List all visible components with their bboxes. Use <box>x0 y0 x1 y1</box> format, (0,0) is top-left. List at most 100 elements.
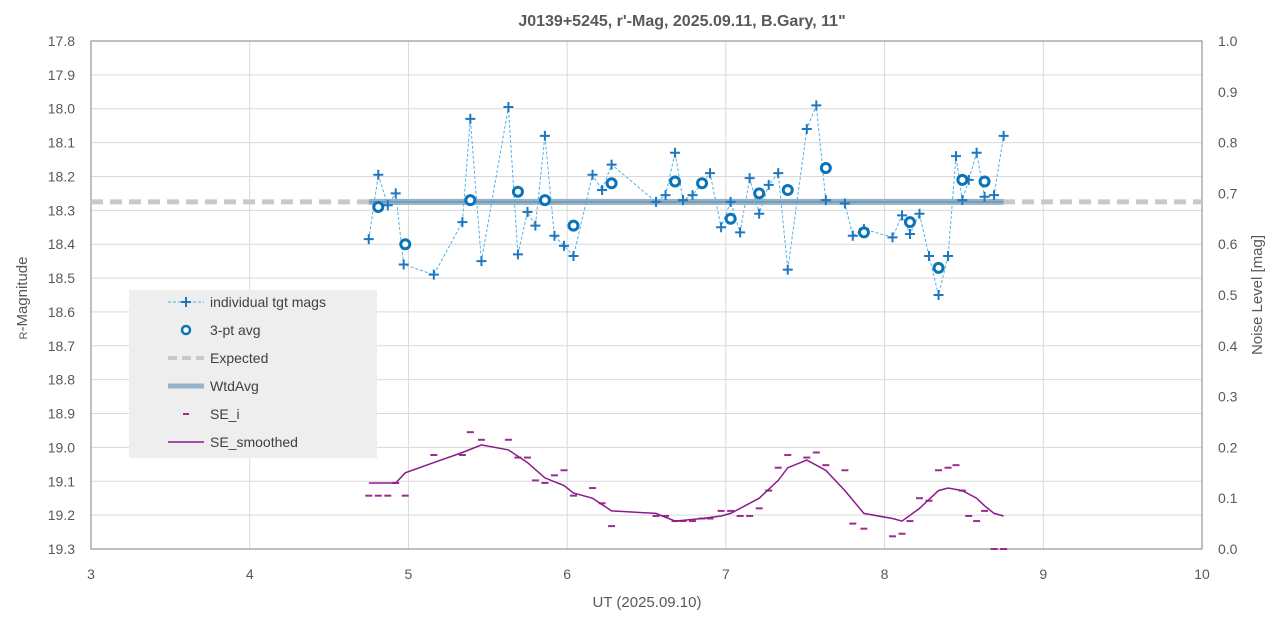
individual-mag-point <box>558 240 569 251</box>
individual-mag-point <box>725 196 736 207</box>
individual-mag-point <box>651 196 662 207</box>
individual-mag-point <box>476 256 487 267</box>
x-tick-label: 4 <box>246 566 254 582</box>
y2-tick-label: 0.7 <box>1218 185 1238 201</box>
individual-mag-point <box>933 290 944 300</box>
individual-mag-point <box>678 195 689 206</box>
legend-label: individual tgt mags <box>210 294 326 310</box>
individual-mag-point <box>704 168 715 179</box>
avg-point <box>511 185 524 198</box>
individual-mag-point <box>398 259 409 270</box>
individual-mag-point <box>979 191 990 202</box>
x-tick-label: 10 <box>1194 566 1210 582</box>
individual-mag-point <box>457 217 468 228</box>
y-tick-label: 18.6 <box>48 304 75 320</box>
series-layer <box>91 100 1202 550</box>
x-tick-label: 9 <box>1039 566 1047 582</box>
avg-point <box>978 175 991 188</box>
y-tick-label: 18.1 <box>48 135 75 151</box>
individual-mag-point <box>763 179 774 190</box>
individual-mag-point <box>904 229 915 240</box>
avg-point <box>956 173 969 186</box>
y2-tick-label: 0.6 <box>1218 236 1238 252</box>
individual-mag-point <box>943 251 954 262</box>
y-tick-label: 18.5 <box>48 270 75 286</box>
y2-tick-label: 1.0 <box>1218 33 1238 49</box>
series-se-smoothed <box>368 444 1004 522</box>
individual-mag-point <box>687 190 698 201</box>
individual-mag-point <box>522 207 533 218</box>
tick-labels: 3 4 5 6 7 8 9 10 17.8 17.9 18.0 18.1 18.2 18.3 18.4 18.… <box>48 33 1238 582</box>
y2-tick-label: 0.1 <box>1218 490 1238 506</box>
avg-point <box>372 200 385 213</box>
avg-point <box>903 216 916 229</box>
y-axis-label: R-Magnitude <box>14 257 31 340</box>
individual-mag-point <box>971 147 982 158</box>
individual-mag-point <box>568 251 579 262</box>
y2-tick-label: 0.9 <box>1218 84 1238 100</box>
individual-mag-point <box>660 190 671 201</box>
y-tick-label: 18.0 <box>48 101 75 117</box>
avg-point <box>605 177 618 190</box>
y-tick-label: 19.0 <box>48 439 75 455</box>
legend-item-expected: Expected <box>168 350 268 366</box>
plot-area-border <box>90 40 1203 550</box>
avg-point <box>696 177 709 190</box>
avg-point <box>819 162 832 174</box>
individual-mag-point <box>998 130 1009 141</box>
individual-mag-point <box>390 188 401 199</box>
y-axis-label-prefix: R <box>18 332 30 340</box>
individual-mag-point <box>716 222 727 233</box>
individual-mag-point <box>587 169 598 180</box>
avg-point <box>669 175 682 188</box>
chart-title: J0139+5245, r'-Mag, 2025.09.11, B.Gary, … <box>518 13 845 30</box>
individual-mag-point <box>820 195 831 206</box>
avg-point <box>538 194 551 207</box>
avg-point <box>753 187 766 200</box>
individual-mag-point <box>382 200 393 211</box>
individual-mag-point <box>950 151 961 162</box>
y-tick-label: 19.1 <box>48 473 75 489</box>
y-tick-label: 18.2 <box>48 168 75 184</box>
individual-mag-point <box>897 210 908 221</box>
individual-mag-point <box>782 264 793 275</box>
individual-mag-point <box>512 249 523 260</box>
legend-item-se-i: SE_i <box>183 406 240 422</box>
y-axis-label-rest: -Magnitude <box>14 257 31 332</box>
legend: individual tgt mags 3-pt avg Expected Wt… <box>129 290 377 458</box>
individual-mag-point <box>887 232 898 243</box>
y2-tick-label: 0.3 <box>1218 389 1238 405</box>
y2-tick-label: 0.4 <box>1218 338 1238 354</box>
avg-point <box>857 226 870 239</box>
y-tick-label: 18.7 <box>48 338 75 354</box>
legend-label: SE_i <box>210 406 240 422</box>
legend-label: Expected <box>210 350 268 366</box>
y-tick-label: 18.3 <box>48 202 75 218</box>
y2-tick-label: 0.2 <box>1218 439 1238 455</box>
individual-mag-point <box>428 269 439 280</box>
legend-background <box>129 290 377 458</box>
avg-point <box>464 194 477 207</box>
avg-point <box>567 219 580 232</box>
x-tick-label: 8 <box>881 566 889 582</box>
legend-item-3pt-avg: 3-pt avg <box>180 322 261 338</box>
avg-point <box>724 212 737 225</box>
individual-mag-point <box>957 195 968 206</box>
y-tick-label: 19.2 <box>48 507 75 523</box>
individual-mag-point <box>539 130 550 141</box>
y2-tick-label: 0.5 <box>1218 287 1238 303</box>
y-tick-label: 17.8 <box>48 33 75 49</box>
individual-mag-point <box>363 234 374 245</box>
individual-mag-point <box>754 208 765 219</box>
legend-label: WtdAvg <box>210 378 259 394</box>
legend-swatch-plus <box>181 297 191 307</box>
individual-mag-point <box>549 230 560 241</box>
legend-label: 3-pt avg <box>210 322 261 338</box>
legend-item-individual: individual tgt mags <box>168 294 326 310</box>
individual-mag-point <box>773 168 784 179</box>
se-smoothed-line <box>368 444 1004 522</box>
y2-tick-label: 0.8 <box>1218 135 1238 151</box>
individual-mag-point <box>530 220 541 231</box>
avg-point <box>781 184 794 197</box>
